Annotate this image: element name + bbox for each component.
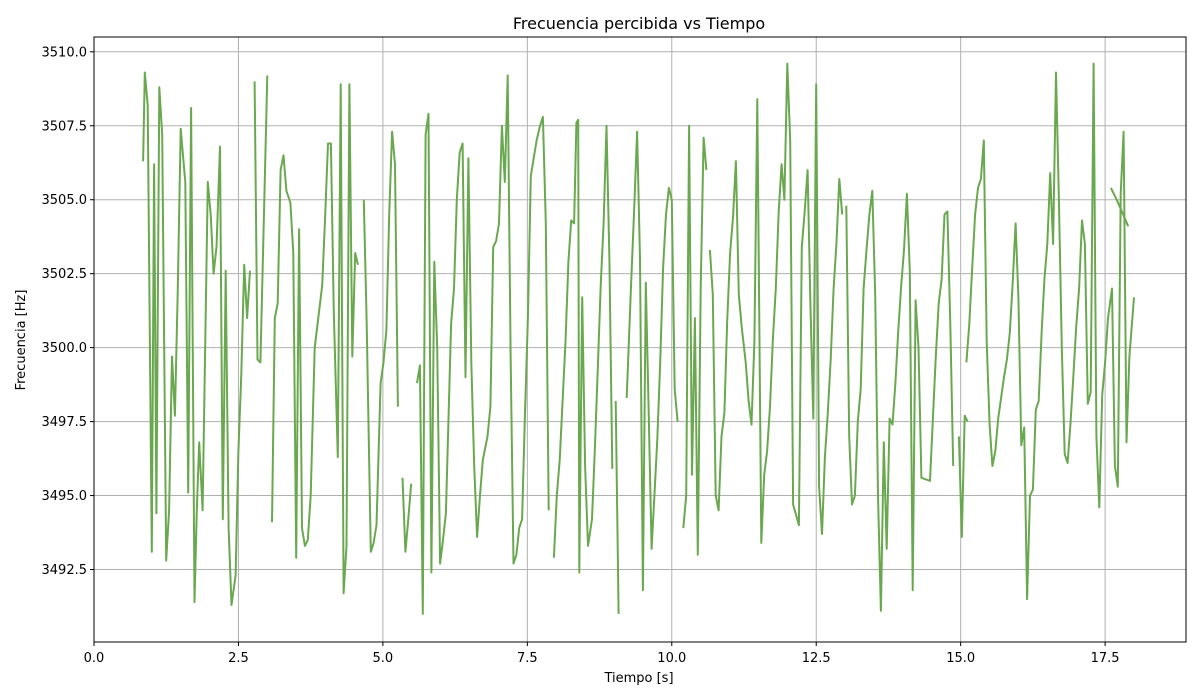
x-tick-label: 12.5 (802, 651, 831, 666)
series-line-segment (625, 130, 679, 592)
y-axis-ticks: 3492.5 3495.0 3497.5 3500.0 3502.5 3505.0 3507… (42, 45, 94, 578)
x-axis-ticks: 0.0 2.5 5.0 7.5 10.0 12.5 15.0 17.5 (84, 642, 1120, 666)
y-tick-label: 3492.5 (42, 563, 88, 578)
x-tick-label: 5.0 (373, 651, 394, 666)
series-line-segment (1110, 187, 1130, 227)
x-tick-label: 0.0 (84, 651, 105, 666)
series-line-segment (142, 71, 251, 606)
series-line-segment (845, 189, 955, 612)
series-line-group (142, 62, 1135, 615)
series-line-segment (271, 83, 359, 595)
y-axis-label: Frecuencia [Hz] (14, 290, 29, 391)
chart-title: Frecuencia percibida vs Tiempo (513, 14, 765, 33)
x-tick-label: 15.0 (946, 651, 975, 666)
y-tick-label: 3507.5 (42, 119, 88, 134)
x-tick-label: 2.5 (228, 651, 249, 666)
series-line-segment (552, 118, 614, 574)
series-line-segment (401, 477, 413, 553)
x-axis-label: Tiempo [s] (603, 671, 673, 686)
series-line-segment (614, 400, 620, 614)
grid-lines (93, 37, 1186, 642)
series-line-segment (682, 124, 708, 556)
series-line-segment (416, 74, 550, 615)
series-line-segment (362, 130, 399, 553)
y-tick-label: 3497.5 (42, 415, 88, 430)
x-tick-label: 10.0 (657, 651, 686, 666)
y-tick-label: 3502.5 (42, 267, 88, 282)
y-tick-label: 3500.0 (42, 341, 88, 356)
x-tick-label: 7.5 (517, 651, 538, 666)
series-line-segment (957, 414, 969, 538)
y-tick-label: 3505.0 (42, 193, 88, 208)
y-tick-label: 3510.0 (42, 45, 88, 60)
x-tick-label: 17.5 (1091, 651, 1120, 666)
series-line-segment (965, 62, 1135, 601)
series-line-segment (253, 75, 269, 364)
series-line-segment (708, 62, 844, 544)
y-tick-label: 3495.0 (42, 489, 88, 504)
plot-frame (93, 36, 1187, 643)
